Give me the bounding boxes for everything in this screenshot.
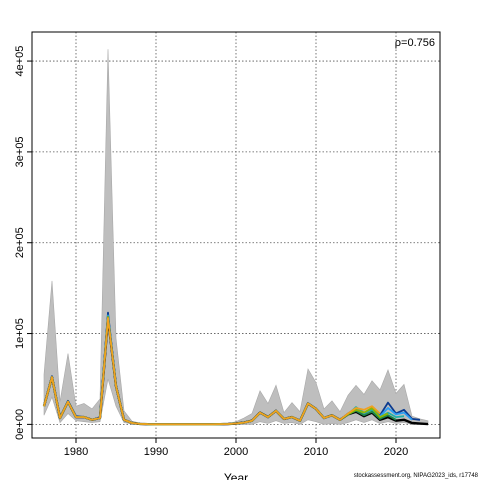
y-tick-label: 3e+05 bbox=[14, 136, 26, 167]
x-tick-label: 2010 bbox=[304, 446, 328, 458]
x-axis-title: Year bbox=[224, 471, 248, 480]
grid bbox=[32, 32, 440, 438]
x-tick-label: 2000 bbox=[224, 446, 248, 458]
x-tick-label: 1980 bbox=[64, 446, 88, 458]
y-tick-label: 4e+05 bbox=[14, 46, 26, 77]
credit-text: stockassessment.org, NIPAG2023_ids, r177… bbox=[354, 473, 479, 479]
rho-annotation: ρ=0.756 bbox=[395, 37, 435, 49]
retro-series-line bbox=[43, 317, 381, 426]
x-axis: 1980 1990 2000 2010 2020 bbox=[64, 438, 408, 458]
y-axis: 0e+00 1e+05 2e+05 3e+05 4e+05 bbox=[14, 46, 32, 440]
y-tick-label: 2e+05 bbox=[14, 227, 26, 258]
x-tick-label: 2020 bbox=[384, 446, 408, 458]
y-tick-label: 0e+00 bbox=[14, 409, 26, 440]
x-tick-label: 1990 bbox=[144, 446, 168, 458]
y-tick-label: 1e+05 bbox=[14, 318, 26, 349]
series-lines bbox=[42, 311, 429, 426]
